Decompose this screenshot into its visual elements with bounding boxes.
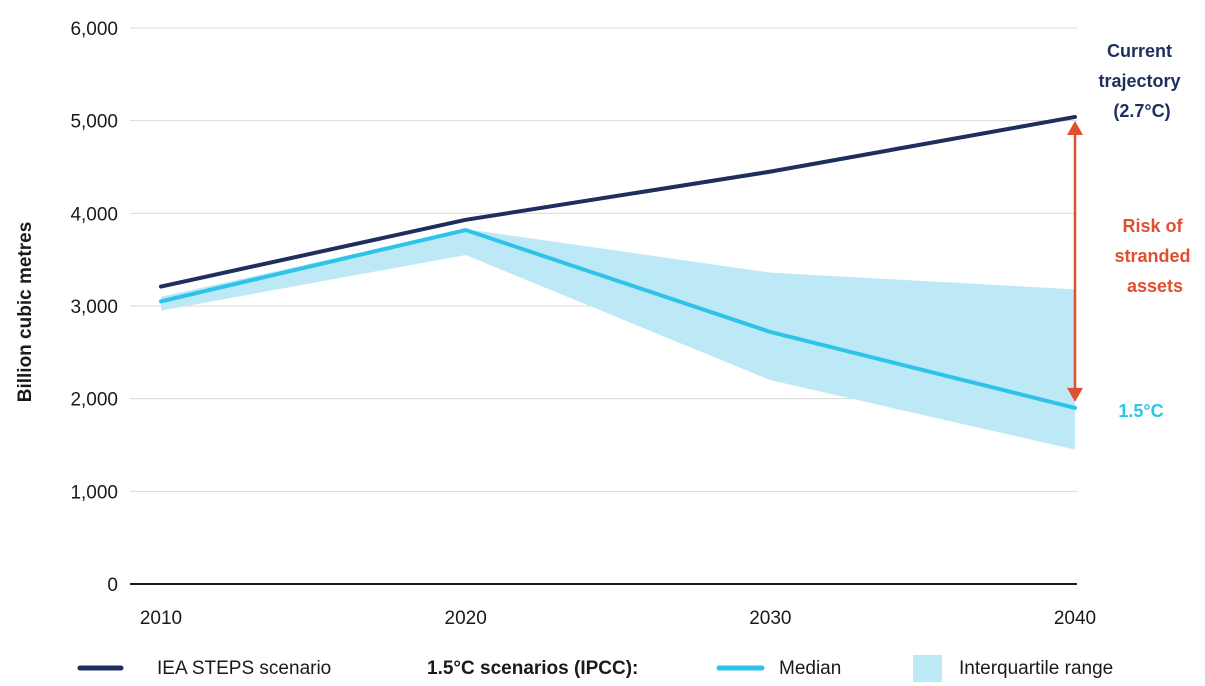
interquartile-range-band (161, 229, 1075, 450)
legend-swatch-range (913, 655, 942, 682)
legend-group-label: 1.5°C scenarios (IPCC): (427, 658, 638, 679)
x-tick-label-2040: 2040 (1054, 608, 1096, 629)
y-tick-label-4000: 4,000 (70, 204, 118, 225)
y-tick-label-0: 0 (107, 575, 118, 596)
x-tick-label-2030: 2030 (749, 608, 791, 629)
annotation-risk-line-1: Risk of (1122, 216, 1183, 236)
annotation-1-5c: 1.5°C (1118, 401, 1163, 421)
y-axis-label: Billion cubic metres (15, 222, 36, 403)
y-tick-label-6000: 6,000 (70, 19, 118, 40)
annotation-current-line-1: Current (1107, 41, 1172, 61)
legend-label-range: Interquartile range (959, 658, 1113, 679)
legend-label-median: Median (779, 658, 841, 679)
series-lines (159, 114, 1077, 410)
grid-lines (130, 27, 1077, 585)
risk-arrow-head-bottom (1067, 387, 1083, 402)
y-axis-ticks: 0 1,000 2,000 3,000 4,000 5,000 6,000 (70, 19, 118, 596)
interquartile-band-group (161, 229, 1075, 450)
legend-label-steps: IEA STEPS scenario (157, 658, 331, 679)
x-tick-label-2010: 2010 (140, 608, 182, 629)
series-line-median (159, 228, 1077, 410)
y-tick-label-5000: 5,000 (70, 112, 118, 133)
y-tick-label-1000: 1,000 (70, 482, 118, 503)
risk-arrow (1067, 120, 1083, 402)
y-tick-label-3000: 3,000 (70, 297, 118, 318)
x-axis-ticks: 2010 2020 2030 2040 (140, 608, 1096, 629)
legend: IEA STEPS scenario 1.5°C scenarios (IPCC… (77, 655, 1113, 682)
annotation-current-line-3: (2.7°C) (1113, 101, 1170, 121)
annotation-risk-stranded-assets: Risk of stranded assets (1114, 216, 1195, 296)
risk-arrow-head-top (1067, 120, 1083, 135)
annotation-risk-line-2: stranded (1114, 246, 1190, 266)
annotation-current-trajectory: Current trajectory (2.7°C) (1098, 41, 1185, 121)
series-line-iea-steps (159, 114, 1077, 289)
x-tick-label-2020: 2020 (445, 608, 487, 629)
y-tick-label-2000: 2,000 (70, 390, 118, 411)
annotation-risk-line-3: assets (1127, 276, 1183, 296)
annotation-current-line-2: trajectory (1098, 71, 1180, 91)
